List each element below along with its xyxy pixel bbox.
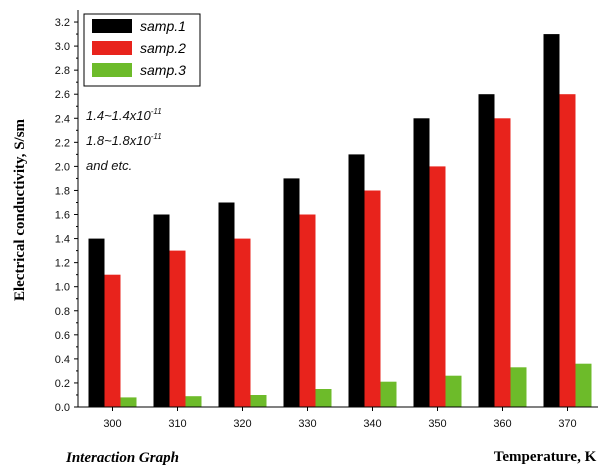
y-tick-label: 3.0 — [55, 41, 70, 53]
bar-samp3-340 — [380, 381, 397, 407]
bar-samp2-350 — [429, 166, 446, 407]
y-tick-label: 3.2 — [55, 17, 70, 29]
bar-samp3-320 — [250, 395, 267, 407]
bar-samp1-330 — [283, 178, 300, 407]
caption-interaction-graph: Interaction Graph — [65, 450, 179, 466]
x-tick-label-330: 330 — [298, 418, 316, 430]
y-tick-label: 0.6 — [55, 330, 70, 342]
y-tick-label: 2.2 — [55, 137, 70, 149]
bar-samp2-320 — [234, 238, 251, 407]
bar-samp3-300 — [120, 397, 137, 407]
x-tick-label-370: 370 — [558, 418, 576, 430]
y-tick-label: 1.2 — [55, 258, 70, 270]
y-tick-label: 0.4 — [55, 354, 70, 366]
bar-samp1-320 — [218, 202, 235, 407]
legend-label-samp2: samp.2 — [140, 40, 186, 56]
y-tick-label: 0.0 — [55, 402, 70, 414]
bar-samp2-330 — [299, 214, 316, 407]
annotation-group: 1.4~1.4x10-11 1.8~1.8x10-11 and etc. — [86, 107, 162, 173]
bar-samp1-370 — [543, 34, 560, 407]
bar-samp3-360 — [510, 367, 527, 407]
legend: samp.1 samp.2 samp.3 — [83, 13, 201, 87]
x-tick-label-360: 360 — [493, 418, 511, 430]
annotation-line-1: 1.4~1.4x10-11 — [86, 107, 162, 123]
y-tick-label: 2.6 — [55, 89, 70, 101]
x-tick-label-340: 340 — [363, 418, 381, 430]
y-tick-label: 1.4 — [55, 234, 70, 246]
legend-swatch-samp3 — [92, 63, 132, 77]
bar-samp3-370 — [575, 363, 592, 407]
x-tick-label-350: 350 — [428, 418, 446, 430]
bar-samp2-300 — [104, 274, 121, 407]
y-tick-label: 2.8 — [55, 65, 70, 77]
bar-samp2-360 — [494, 118, 511, 408]
y-tick-label: 1.6 — [55, 210, 70, 222]
x-tick-label-300: 300 — [103, 418, 121, 430]
bar-samp1-360 — [478, 94, 495, 407]
bar-samp1-350 — [413, 118, 430, 408]
annotation-line-2: 1.8~1.8x10-11 — [86, 132, 162, 148]
axes-group — [77, 10, 598, 408]
bar-samp1-310 — [153, 214, 170, 407]
y-tick-label: 2.4 — [55, 113, 70, 125]
y-tick-label: 1.8 — [55, 185, 70, 197]
y-tick-label: 2.0 — [55, 161, 70, 173]
annotation-line-3: and etc. — [86, 158, 132, 173]
y-tick-label: 0.2 — [55, 378, 70, 390]
ticks-group: 0.0 0.2 0.4 0.6 0.8 1.0 1.2 1.4 1.6 1.8 2.0 2.2 2.4 2… — [55, 17, 577, 430]
bars-group — [88, 34, 592, 408]
y-tick-label: 0.8 — [55, 306, 70, 318]
y-axis-label: Electrical conductivity, S/sm — [12, 118, 28, 301]
legend-swatch-samp2 — [92, 41, 132, 55]
bar-samp1-300 — [88, 238, 105, 407]
bar-samp2-370 — [559, 94, 576, 407]
bar-samp3-350 — [445, 375, 462, 407]
bar-samp3-330 — [315, 389, 332, 407]
bar-samp3-310 — [185, 396, 202, 407]
legend-swatch-samp1 — [92, 19, 132, 33]
bar-samp2-310 — [169, 250, 186, 407]
x-tick-label-310: 310 — [168, 418, 186, 430]
y-tick-label: 1.0 — [55, 282, 70, 294]
bar-samp2-340 — [364, 190, 381, 407]
x-tick-label-320: 320 — [233, 418, 251, 430]
x-axis-label: Temperature, K — [494, 449, 597, 465]
legend-label-samp1: samp.1 — [140, 18, 186, 34]
legend-label-samp3: samp.3 — [140, 62, 186, 78]
bar-samp1-340 — [348, 154, 365, 407]
